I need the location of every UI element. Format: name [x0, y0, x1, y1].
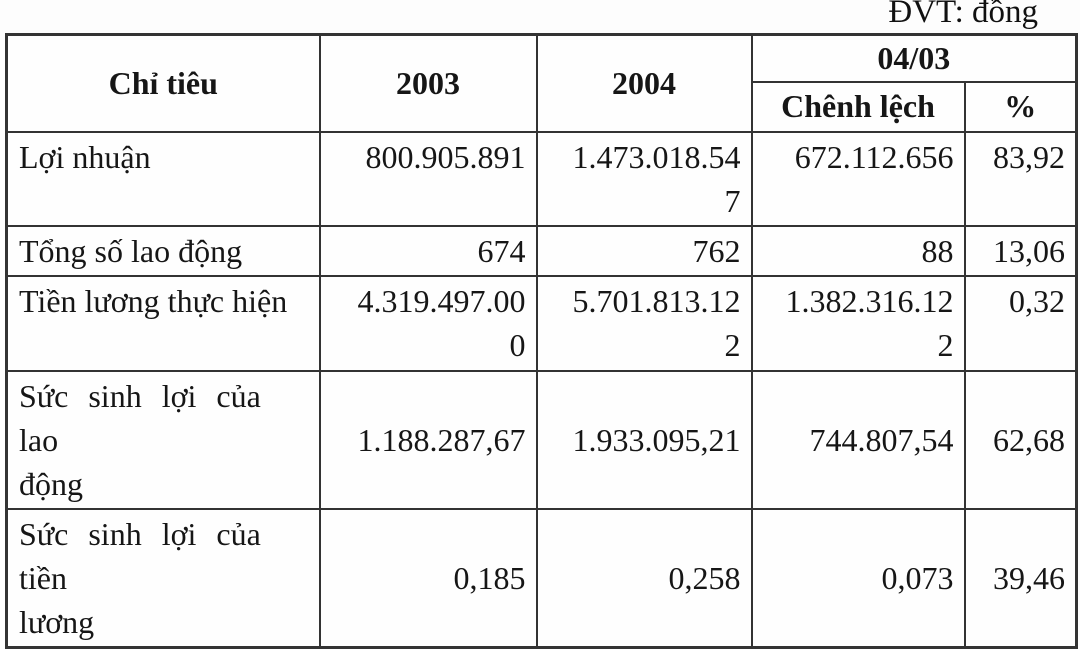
row-label: Sức sinh lợi của tiền lương — [5, 507, 321, 648]
cell-2004: 1.933.095,21 — [535, 369, 753, 510]
cell-2004: 0,258 — [535, 507, 753, 648]
row-label-text: Sức sinh lợi của lao động — [19, 377, 261, 502]
table-row: Sức sinh lợi của lao động 1.188.287,67 1… — [5, 369, 1078, 510]
header-chenh-lech: Chênh lệch — [750, 80, 966, 133]
row-label: Lợi nhuận — [5, 130, 321, 227]
cell-chenh-lech: 744.807,54 — [750, 369, 966, 510]
cell-percent: 13,06 — [963, 224, 1078, 277]
header-2004: 2004 — [535, 33, 753, 133]
cell-2003: 4.319.497.00 0 — [318, 274, 538, 372]
row-label: Sức sinh lợi của lao động — [5, 369, 321, 510]
header-04-03: 04/03 — [750, 33, 1078, 83]
cell-percent: 62,68 — [963, 369, 1078, 510]
row-label-text: Sức sinh lợi của tiền lương — [19, 515, 261, 640]
cell-2003: 1.188.287,67 — [318, 369, 538, 510]
row-label: Tiền lương thực hiện — [5, 274, 321, 372]
header-row-top: Chỉ tiêu 2003 2004 04/03 — [5, 33, 1078, 133]
table-row: Tổng số lao động 674 762 88 13,06 — [5, 224, 1078, 277]
cell-2004: 5.701.813.12 2 — [535, 274, 753, 372]
document-page: ĐVT: đồng Chỉ tiêu 2003 2004 04/03 Chênh… — [5, 0, 1079, 649]
cell-2003: 674 — [318, 224, 538, 277]
cell-percent: 39,46 — [963, 507, 1078, 648]
header-2003: 2003 — [318, 33, 538, 133]
cell-chenh-lech: 0,073 — [750, 507, 966, 648]
cell-2004: 762 — [535, 224, 753, 277]
cell-percent: 83,92 — [963, 130, 1078, 227]
header-percent: % — [963, 80, 1078, 133]
cell-2003: 0,185 — [318, 507, 538, 648]
cell-2003: 800.905.891 — [318, 130, 538, 227]
table-row: Sức sinh lợi của tiền lương 0,185 0,258 … — [5, 507, 1078, 648]
unit-of-measure-label: ĐVT: đồng — [888, 0, 1038, 30]
cell-chenh-lech: 88 — [750, 224, 966, 277]
header-chi-tieu: Chỉ tiêu — [5, 33, 321, 133]
table-row: Lợi nhuận 800.905.891 1.473.018.54 7 672… — [5, 130, 1078, 227]
cell-chenh-lech: 672.112.656 — [750, 130, 966, 227]
row-label: Tổng số lao động — [5, 224, 321, 277]
table-row: Tiền lương thực hiện 4.319.497.00 0 5.70… — [5, 274, 1078, 372]
comparison-table: Chỉ tiêu 2003 2004 04/03 Chênh lệch % Lợ… — [5, 33, 1079, 649]
header-row-sub: Chênh lệch % — [7, 80, 1078, 133]
cell-chenh-lech: 1.382.316.12 2 — [750, 274, 966, 372]
cell-2004: 1.473.018.54 7 — [535, 130, 753, 227]
cell-percent: 0,32 — [963, 274, 1078, 372]
